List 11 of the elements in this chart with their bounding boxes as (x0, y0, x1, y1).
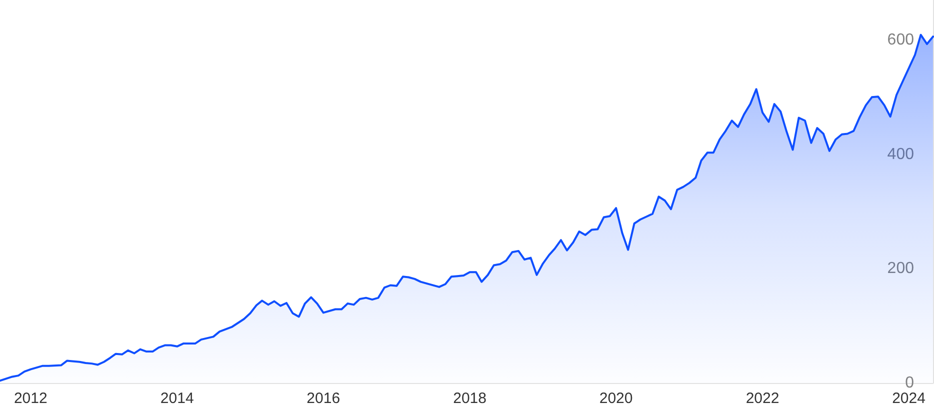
x-tick-label: 2018 (453, 390, 486, 407)
y-tick-label: 400 (887, 146, 914, 163)
x-tick-label: 2022 (746, 390, 780, 407)
x-tick-label: 2016 (306, 390, 340, 407)
x-tick-label: 2012 (14, 390, 48, 407)
x-tick-label: 2024 (892, 390, 926, 407)
x-tick-label: 2020 (599, 390, 633, 407)
y-tick-label: 600 (887, 32, 914, 49)
x-tick-label: 2014 (160, 390, 194, 407)
y-tick-label: 0 (905, 374, 914, 392)
y-tick-label: 200 (887, 260, 914, 278)
